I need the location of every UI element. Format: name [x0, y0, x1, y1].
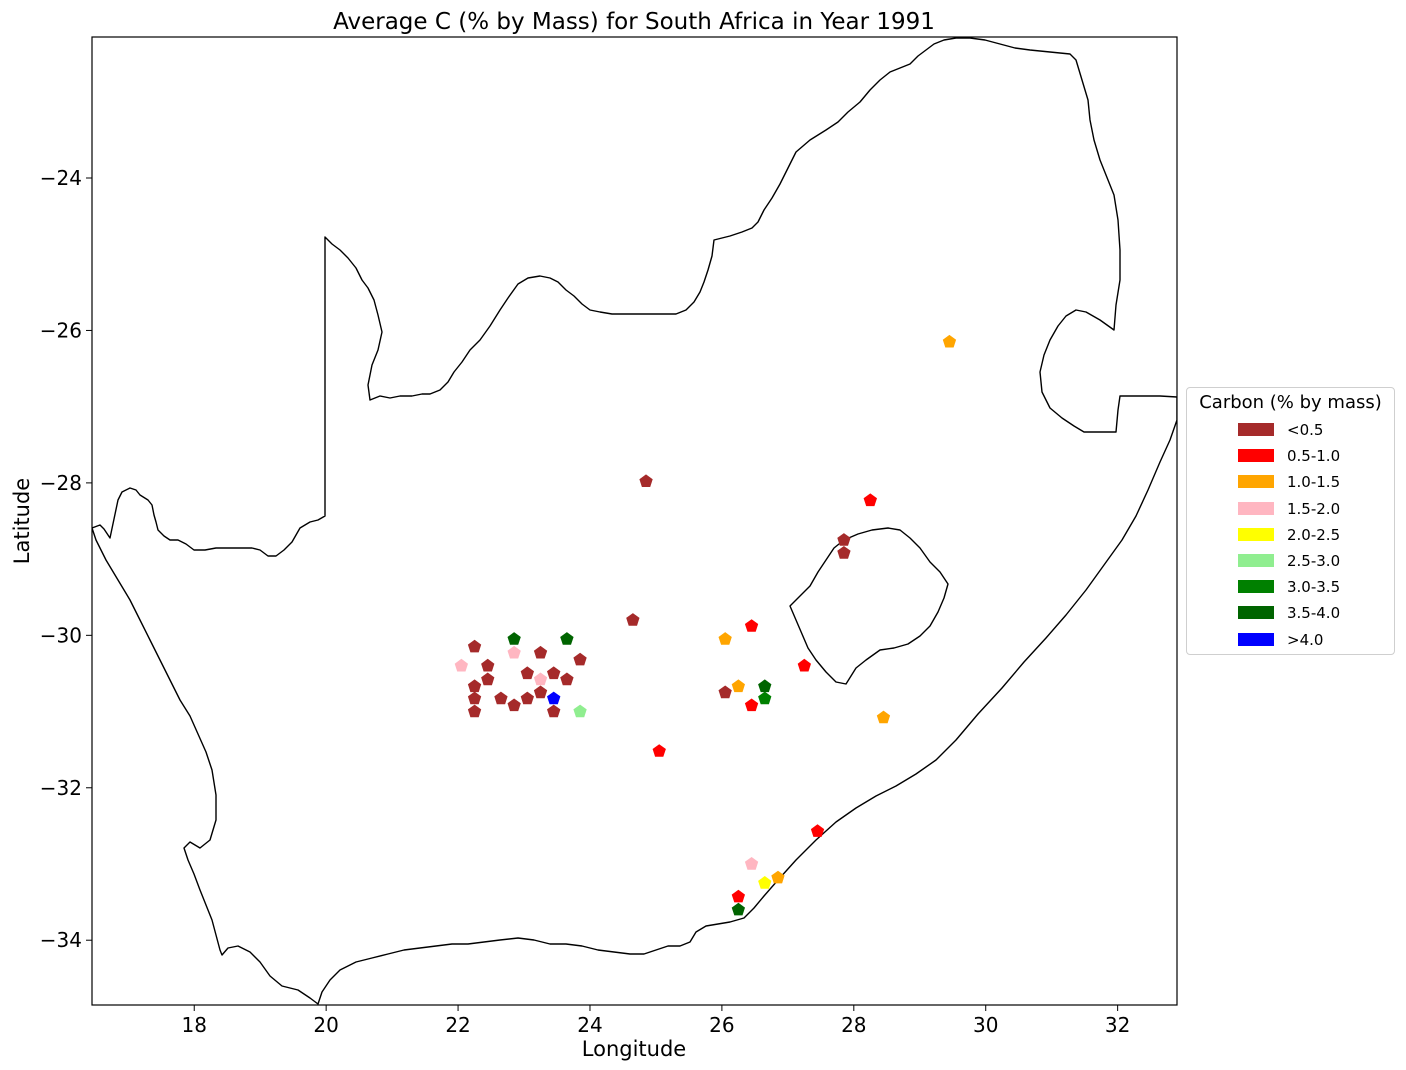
legend-item: 2.0-2.5: [1238, 525, 1388, 545]
legend-label: 3.0-3.5: [1287, 578, 1341, 597]
sample-point: [507, 698, 521, 712]
sample-point: [533, 645, 548, 659]
sample-point: [731, 679, 745, 693]
x-tick-label: 30: [973, 1013, 998, 1037]
sample-point: [467, 691, 482, 705]
legend-swatch: [1238, 449, 1274, 463]
sample-point: [718, 632, 732, 645]
x-tick-label: 32: [1105, 1013, 1130, 1037]
sample-point: [639, 474, 653, 487]
sample-point: [573, 652, 587, 666]
south-africa-border: [92, 37, 1177, 1005]
sample-point: [744, 857, 759, 870]
sample-point: [467, 704, 482, 718]
x-tick-label: 26: [709, 1013, 734, 1037]
sample-point: [718, 685, 732, 699]
sample-point: [547, 666, 561, 680]
x-tick-label: 22: [445, 1013, 470, 1037]
legend-item: 3.5-4.0: [1238, 603, 1388, 623]
sample-point: [797, 658, 811, 672]
sample-point: [507, 632, 521, 645]
y-tick-label: −30: [40, 623, 82, 647]
sample-point: [560, 672, 574, 686]
legend-label: 1.5-2.0: [1287, 499, 1341, 518]
legend-item: 2.5-3.0: [1238, 551, 1388, 571]
legend-label: 2.5-3.0: [1287, 552, 1341, 570]
sample-point: [771, 870, 785, 884]
sample-point: [744, 698, 759, 712]
sample-point: [837, 546, 851, 559]
sample-point: [520, 666, 534, 680]
sample-point: [547, 704, 561, 718]
x-tick-label: 24: [577, 1013, 602, 1037]
sample-point: [573, 704, 587, 718]
sample-points: [454, 334, 957, 916]
y-tick-label: −26: [40, 318, 82, 342]
x-axis-label: Longitude: [582, 1037, 686, 1061]
legend-label: 3.5-4.0: [1287, 604, 1341, 623]
x-axis: 18 20 22 24 26 28 30 32: [182, 1005, 1130, 1037]
legend-label: 1.0-1.5: [1287, 473, 1341, 492]
legend-title: Carbon (% by mass): [1199, 392, 1382, 413]
sample-point: [560, 632, 574, 645]
legend-swatch: [1238, 423, 1274, 436]
sample-point: [547, 691, 561, 705]
sample-point: [731, 889, 745, 903]
plot-frame: [91, 36, 1178, 1006]
y-axis: −24 −26 −28 −30 −32 −34: [40, 166, 92, 952]
legend-label: >4.0: [1287, 630, 1324, 649]
legend-swatch: [1238, 606, 1274, 620]
y-axis-label: Latitude: [10, 478, 34, 564]
x-tick-label: 28: [841, 1013, 866, 1037]
legend-swatch: [1238, 527, 1274, 541]
sample-point: [481, 672, 495, 686]
sample-point: [533, 672, 548, 686]
legend-swatch: [1238, 501, 1274, 515]
sample-point: [758, 679, 772, 693]
sample-point: [454, 658, 468, 672]
legend-item: 1.0-1.5: [1238, 472, 1388, 492]
legend-swatch: [1238, 554, 1274, 567]
sample-point: [626, 613, 640, 626]
x-tick-label: 20: [313, 1013, 338, 1037]
sample-point: [942, 334, 957, 348]
legend-item: 1.5-2.0: [1238, 499, 1388, 519]
sample-point: [744, 619, 759, 632]
country-borders: [92, 37, 1177, 1005]
sample-point: [876, 710, 891, 724]
lesotho-border: [789, 527, 949, 685]
sample-point: [467, 639, 482, 653]
sample-point: [810, 824, 825, 837]
legend-swatch: [1238, 580, 1274, 594]
legend-label: <0.5: [1287, 421, 1324, 439]
sample-point: [494, 691, 508, 705]
legend-item: <0.5: [1238, 420, 1388, 440]
legend-item: 0.5-1.0: [1238, 446, 1388, 466]
legend-label: 2.0-2.5: [1287, 525, 1341, 544]
sample-point: [863, 493, 877, 507]
sample-point: [481, 658, 495, 672]
sample-point: [731, 902, 745, 916]
legend-item: >4.0: [1238, 630, 1388, 650]
legend-label: 0.5-1.0: [1287, 447, 1341, 466]
sample-point: [758, 691, 772, 705]
x-tick-label: 18: [182, 1013, 207, 1037]
sample-point: [758, 876, 772, 889]
legend-swatch: [1238, 475, 1274, 489]
sample-point: [520, 691, 534, 705]
y-tick-label: −28: [40, 471, 82, 495]
chart-title: Average C (% by Mass) for South Africa i…: [333, 9, 935, 35]
sample-point: [507, 645, 521, 659]
sample-point: [467, 679, 482, 693]
y-tick-label: −34: [40, 928, 82, 952]
y-tick-label: −32: [40, 776, 82, 800]
sample-point: [533, 685, 548, 699]
legend-swatch: [1238, 632, 1274, 646]
sample-point: [652, 744, 666, 757]
legend: Carbon (% by mass) <0.5 0.5-1.0 1.0-1.5 1.5…: [1186, 387, 1395, 655]
sample-point: [837, 533, 851, 546]
legend-item: 3.0-3.5: [1238, 577, 1388, 597]
y-tick-label: −24: [40, 166, 82, 190]
